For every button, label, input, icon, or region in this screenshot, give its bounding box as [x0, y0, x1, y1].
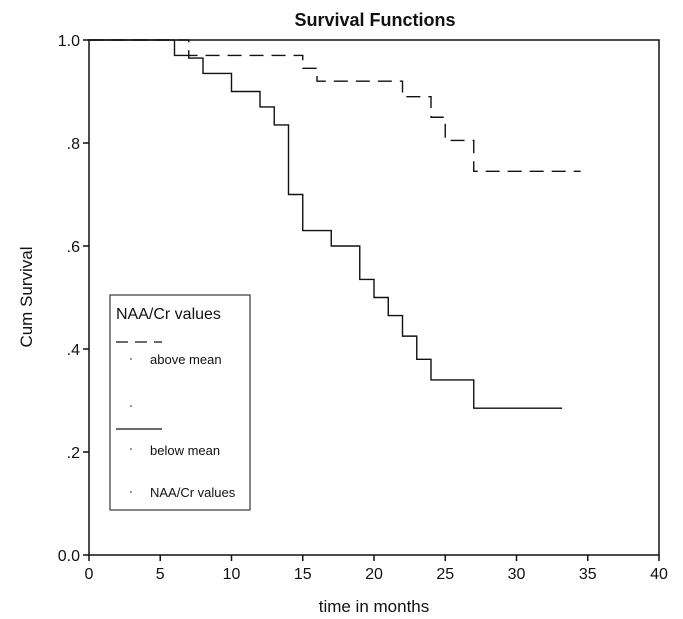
legend-marker	[130, 491, 132, 493]
legend-label-below-mean: below mean	[150, 443, 220, 458]
legend-title: NAA/Cr values	[116, 306, 221, 323]
x-tick-label: 10	[223, 566, 241, 583]
y-tick-label: 0.0	[58, 548, 80, 565]
x-tick-label: 15	[294, 566, 312, 583]
y-tick-label: .8	[67, 136, 80, 153]
x-axis-label: time in months	[319, 597, 430, 616]
y-tick-label: .4	[67, 342, 80, 359]
series-line-below-mean	[89, 39, 563, 409]
legend: NAA/Cr values above mean below mean NAA/…	[109, 294, 251, 511]
legend-label-above-mean: above mean	[150, 352, 222, 367]
legend-marker	[130, 405, 132, 407]
x-tick-label: 40	[650, 566, 668, 583]
legend-box	[109, 294, 251, 511]
x-tick-label: 0	[85, 566, 94, 583]
y-axis-label: Cum Survival	[17, 246, 36, 347]
x-tick-label: 25	[436, 566, 454, 583]
legend-marker	[130, 358, 132, 360]
legend-label-naa-cr-values: NAA/Cr values	[150, 485, 236, 500]
axis-ticks: 0 5 10 15 20 25 30 35 40 0.0 .2 .4 .6 .8 1.0	[58, 33, 668, 583]
series-line-above-mean	[89, 39, 581, 173]
legend-marker	[130, 448, 132, 450]
x-tick-label: 5	[156, 566, 165, 583]
y-tick-label: 1.0	[58, 33, 80, 50]
y-tick-label: .2	[67, 445, 80, 462]
x-tick-label: 20	[365, 566, 383, 583]
series-layer	[89, 39, 581, 409]
chart-title: Survival Functions	[294, 10, 455, 30]
y-tick-label: .6	[67, 239, 80, 256]
x-tick-label: 35	[579, 566, 597, 583]
x-tick-label: 30	[508, 566, 526, 583]
